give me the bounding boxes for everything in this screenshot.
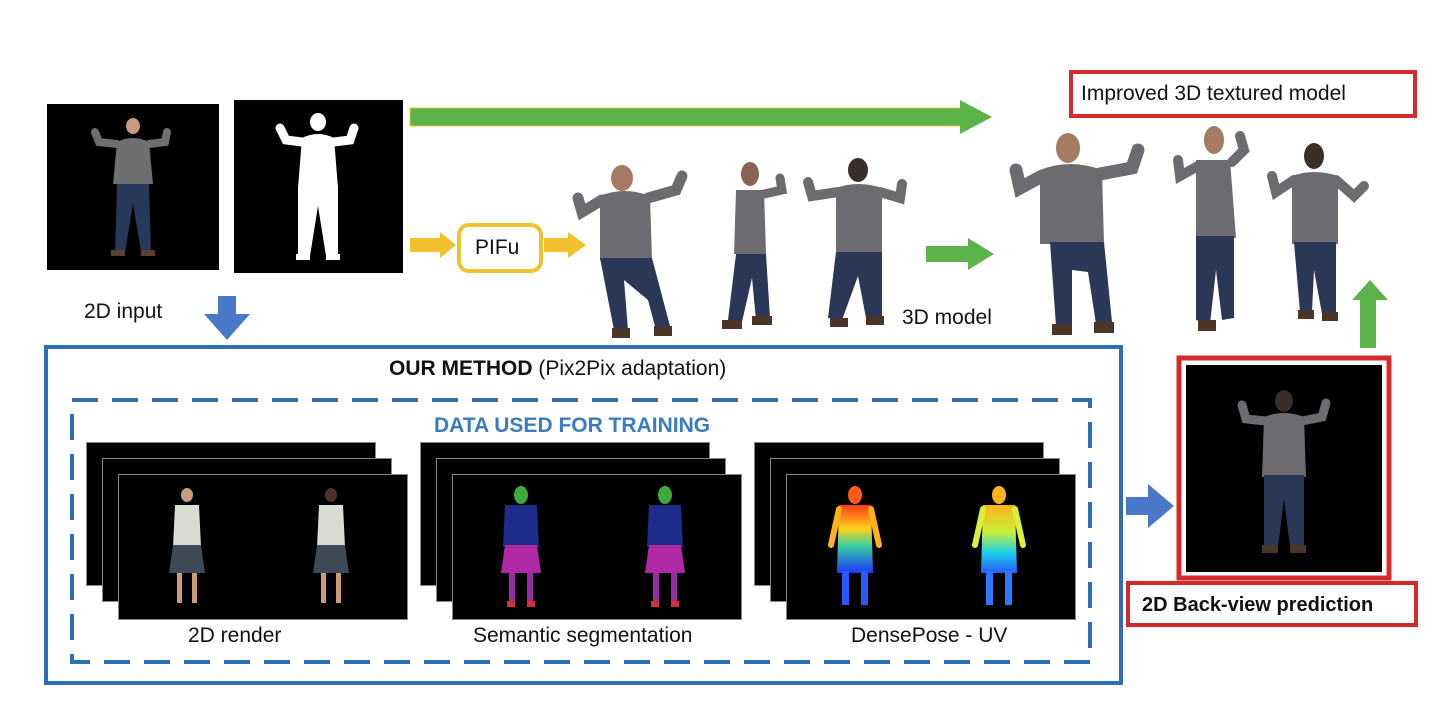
silhouette-figure — [275, 113, 359, 260]
back-view-figure — [1237, 390, 1331, 553]
method-title-rest: (Pix2Pix adaptation) — [532, 357, 727, 380]
green-arrow-top — [409, 100, 992, 134]
model-3d-label: 3D model — [902, 306, 992, 329]
model-back-figure — [803, 158, 907, 327]
model-side-figure — [722, 162, 788, 329]
green-arrow-up — [1352, 280, 1388, 348]
render-figure-front — [169, 488, 205, 603]
model-front-figure — [572, 165, 688, 338]
improved-side-figure — [1173, 126, 1250, 331]
densepose-stack-front — [786, 474, 1076, 620]
input-2d-label: 2D input — [84, 300, 163, 323]
densepose-label: DensePose - UV — [851, 624, 1008, 647]
yellow-arrow-left — [410, 232, 456, 258]
segmentation-label: Semantic segmentation — [473, 624, 693, 647]
segmentation-figure-front — [501, 486, 541, 607]
back-view-box — [1176, 355, 1392, 581]
densepose-figure-back — [972, 486, 1026, 605]
training-data-title: DATA USED FOR TRAINING — [434, 414, 711, 437]
render-figures — [169, 488, 349, 603]
segmentation-stack-front — [452, 474, 742, 620]
render-label: 2D render — [188, 624, 282, 647]
pifu-label: PIFu — [475, 236, 520, 259]
blue-arrow-down — [204, 296, 250, 340]
green-arrow-middle — [926, 238, 994, 270]
improved-front-figure — [1009, 133, 1145, 335]
improved-back-figure — [1267, 143, 1369, 321]
improved-model-box — [1069, 70, 1417, 118]
densepose-figures — [828, 486, 1026, 605]
densepose-figure-front — [828, 486, 882, 605]
input-rgb-image — [47, 104, 219, 270]
yellow-arrow-right — [544, 232, 586, 258]
method-title-bold: OUR METHOD — [389, 357, 533, 380]
back-view-label-box — [1126, 581, 1418, 627]
blue-arrow-right — [1126, 484, 1174, 528]
improved-model-label: Improved 3D textured model — [1081, 82, 1346, 105]
back-view-image — [1186, 365, 1382, 572]
method-title: OUR METHOD (Pix2Pix adaptation) — [389, 357, 726, 381]
render-figure-back — [313, 488, 349, 603]
person-figure — [91, 118, 171, 256]
input-mask-image — [234, 100, 403, 273]
segmentation-figure-back — [645, 486, 685, 607]
pifu-box — [457, 223, 543, 273]
back-view-label: 2D Back-view prediction — [1142, 594, 1374, 616]
render-stack-front — [118, 474, 408, 620]
segmentation-figures — [501, 486, 685, 607]
method-box — [44, 345, 1123, 685]
